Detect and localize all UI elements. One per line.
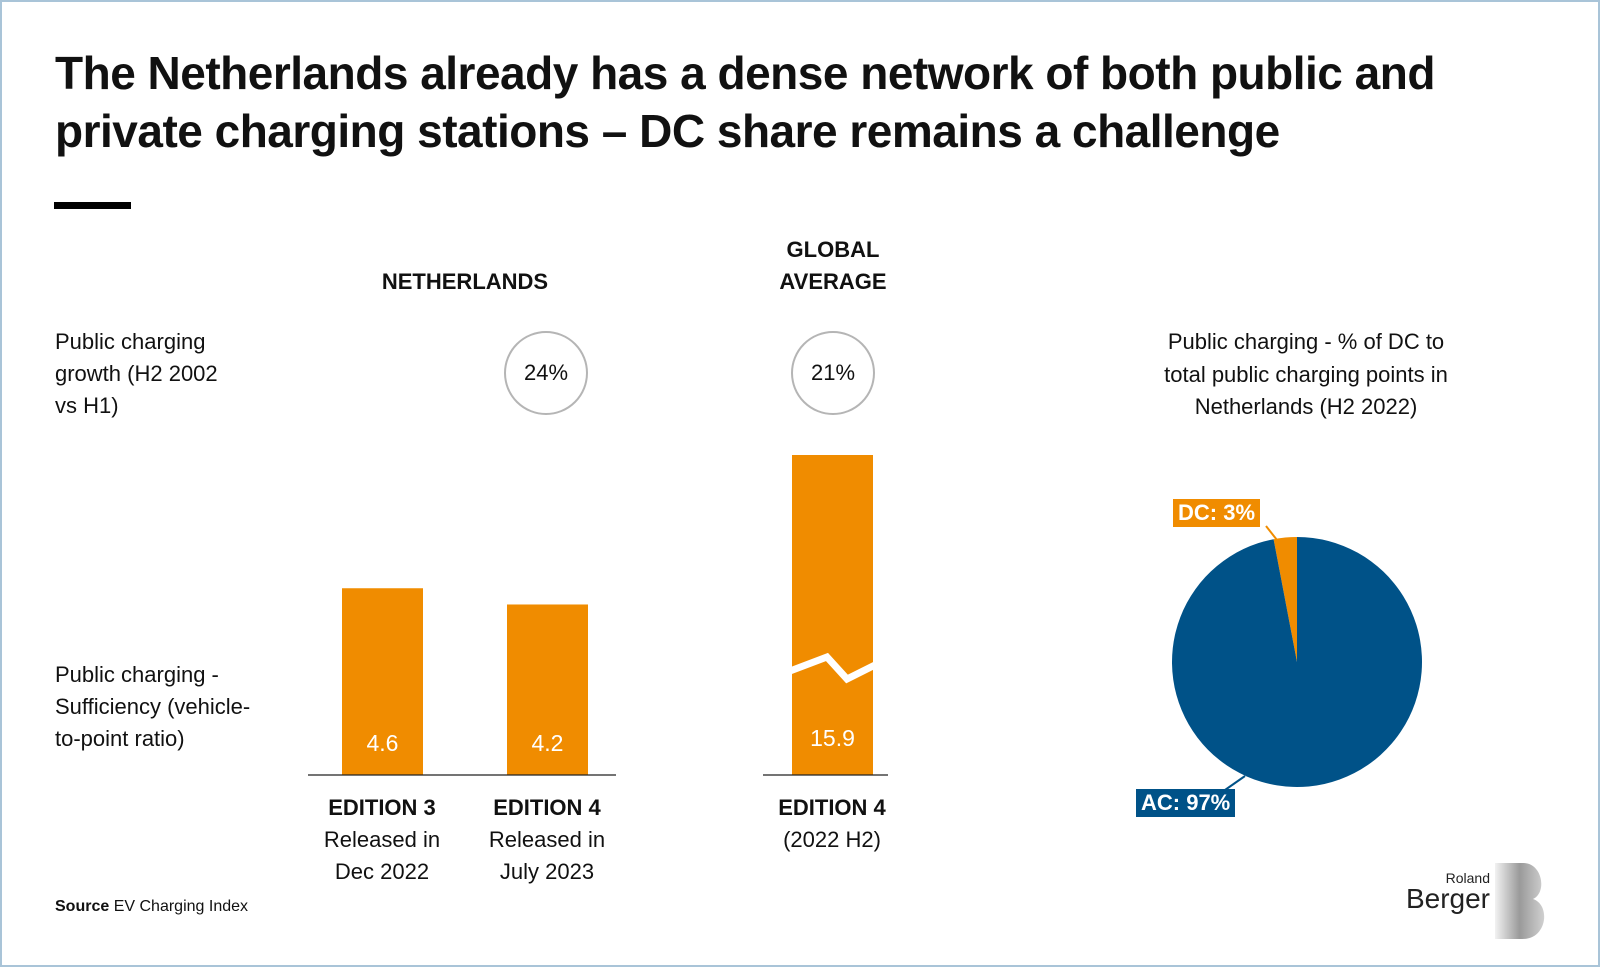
header-global: GLOBAL AVERAGE (779, 237, 887, 294)
category-label: EDITION 3 (328, 795, 436, 820)
row-label-sufficiency: Public charging - Sufficiency (vehicle-t… (55, 662, 251, 751)
pie-title: Public charging - % of DC to total publi… (1164, 329, 1448, 419)
pie-leader-ac (1224, 775, 1246, 791)
category-sublabel: (2022 H2) (783, 827, 881, 852)
source-note: Source EV Charging Index (55, 898, 248, 916)
growth-circle (504, 331, 588, 415)
logo-line1: Roland (1445, 870, 1490, 886)
title-rule (54, 202, 131, 209)
pie-leader-dc (1265, 525, 1278, 541)
category-label: EDITION 4 (778, 795, 886, 820)
category-label: EDITION 4 (493, 795, 601, 820)
bar (342, 588, 423, 775)
source-label: Source (55, 898, 110, 915)
row-label-growth: Public charging growth (H2 2002 vs H1) (55, 329, 218, 418)
growth-value: 21% (810, 360, 856, 385)
source-text: EV Charging Index (113, 898, 249, 915)
bar (792, 455, 873, 775)
category-sublabel: Released in Dec 2022 (323, 827, 441, 884)
pie-slice-dc (1273, 537, 1297, 662)
logo-line2: Berger (1405, 883, 1490, 914)
pie-slice-ac (1172, 537, 1423, 787)
pie-label-ac: AC: 97% (1136, 789, 1236, 817)
header-netherlands: NETHERLANDS (381, 269, 549, 294)
data-label: 15.9 (810, 725, 855, 751)
logo-b-mark (1495, 863, 1545, 939)
growth-value: 24% (523, 360, 569, 385)
data-label: 4.6 (366, 730, 399, 756)
category-sublabel: Released in July 2023 (488, 827, 606, 884)
pie-label-dc: DC: 3% (1173, 499, 1261, 527)
axis-break-mark (788, 652, 877, 684)
bar (507, 604, 588, 775)
page-title: The Netherlands already has a dense netw… (55, 47, 1435, 157)
data-label: 4.2 (531, 730, 564, 756)
growth-circle (791, 331, 875, 415)
